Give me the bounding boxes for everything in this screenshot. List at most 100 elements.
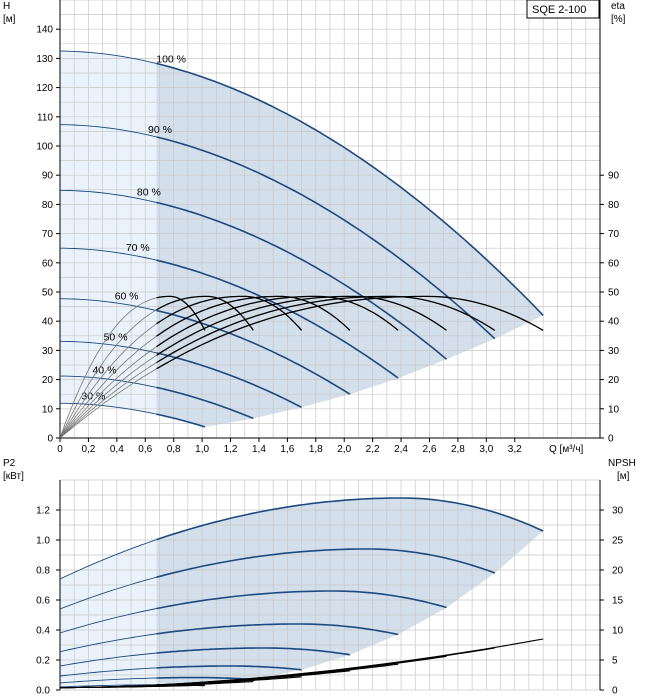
head-tick-label: 40: [42, 317, 54, 328]
head-curve-label: 40 %: [92, 365, 116, 377]
npsh-tick-label: 20: [612, 566, 624, 577]
head-curve-label: 90 %: [148, 124, 172, 136]
flow-tick-label: 2,4: [394, 444, 408, 455]
power-tick-label: 0.6: [36, 596, 50, 607]
head-curve-1-operating: [156, 136, 496, 340]
power-curve-0-operating: [156, 497, 544, 541]
power-curve-3: [60, 633, 157, 653]
power-curve-6: [60, 677, 157, 684]
flow-tick-label: 0,4: [110, 444, 124, 455]
flow-axis-label: Q [м³/ч]: [549, 444, 584, 455]
eta-tick-label: 40: [608, 317, 620, 328]
power-curves: [60, 497, 544, 688]
power-curve-4-operating: [156, 647, 351, 656]
head-curve-2-operating: [156, 201, 448, 360]
eta-curve-1: [60, 309, 157, 438]
flow-tick-label: 1,8: [309, 444, 323, 455]
power-axis-label: P2: [3, 458, 16, 469]
head-tick-label: 80: [42, 200, 54, 211]
eta-curve-3: [60, 335, 157, 438]
eta-tick-label: 80: [608, 200, 620, 211]
head-curve-label: 60 %: [115, 291, 139, 303]
power-curve-1-operating: [156, 548, 496, 578]
eta-curves: [60, 295, 544, 438]
flow-tick-label: 3,0: [479, 444, 493, 455]
head-tick-label: 60: [42, 258, 54, 269]
power-curve-2: [60, 608, 157, 634]
flow-tick-label: 2,6: [423, 444, 437, 455]
flow-tick-label: 2,0: [337, 444, 351, 455]
head-curve-label: 100 %: [156, 53, 186, 65]
power-tick-label: 0.4: [36, 626, 50, 637]
eta-curve-7-operating: [156, 295, 544, 370]
head-curve-1: [60, 124, 157, 138]
head-tick-label: 130: [36, 54, 53, 65]
head-tick-label: 70: [42, 229, 54, 240]
head-axis-label: H: [3, 1, 10, 12]
head-curve-0: [60, 50, 157, 64]
eta-tick-label: 70: [608, 229, 620, 240]
npsh-tick-label: 5: [612, 656, 618, 667]
npsh-curves: [60, 638, 544, 689]
eta-curve-2: [60, 323, 157, 438]
npsh-curve-7: [60, 684, 205, 689]
flow-tick-label: 0,6: [138, 444, 152, 455]
head-curve-label: 80 %: [137, 187, 161, 199]
flow-tick-label: 1,2: [224, 444, 238, 455]
head-tick-label: 110: [37, 112, 53, 123]
head-curve-3: [60, 247, 157, 261]
eta-tick-label: 0: [608, 434, 614, 445]
head-curve-6: [60, 375, 157, 388]
npsh-tick-label: 15: [612, 596, 624, 607]
eta-tick-label: 50: [608, 288, 620, 299]
eta-curve-4: [60, 346, 157, 438]
model-title-box: [526, 0, 600, 19]
flow-tick-label: 2,8: [451, 444, 465, 455]
eta-curve-7: [60, 368, 157, 438]
eta-curve-5-operating: [156, 295, 447, 356]
head-tick-label: 30: [42, 346, 54, 357]
eta-tick-label: 60: [608, 258, 620, 269]
eta-curve-0: [60, 297, 157, 438]
head-curve-4-operating: [156, 309, 351, 395]
flow-tick-label: 0,8: [167, 444, 181, 455]
head-tick-label: 120: [36, 83, 53, 94]
flow-tick-label: 2,2: [366, 444, 380, 455]
head-curve-label: 70 %: [126, 242, 150, 254]
power-axis-unit: [кВт]: [3, 471, 24, 482]
head-tick-label: 100: [36, 142, 53, 153]
head-curve-0-operating: [156, 62, 544, 316]
power-tick-label: 0.0: [36, 686, 50, 697]
head-curve-4: [60, 298, 157, 312]
eta-curve-2-operating: [156, 295, 303, 331]
power-tick-label: 0.8: [36, 566, 50, 577]
head-tick-label: 20: [42, 375, 54, 386]
power-curve-2-operating: [156, 590, 447, 610]
power-tick-label: 1.2: [36, 506, 50, 517]
power-curve-5-operating: [156, 665, 302, 671]
head-fill-main: [156, 63, 544, 427]
npsh-tick-label: 10: [612, 626, 624, 637]
head-curve-7: [60, 402, 157, 415]
head-curve-6-operating: [156, 386, 254, 420]
eta-tick-label: 20: [608, 375, 620, 386]
head-tick-label: 50: [42, 288, 54, 299]
power-curve-4: [60, 652, 157, 667]
npsh-axis-unit: [м]: [617, 471, 630, 482]
eta-curve-4-operating: [156, 295, 399, 348]
flow-tick-label: 3,2: [508, 444, 522, 455]
npsh-tick-label: 0: [612, 686, 618, 697]
flow-tick-label: 0: [57, 444, 63, 455]
eta-curve-5: [60, 354, 157, 438]
power-curve-1: [60, 576, 157, 610]
head-curve-2: [60, 189, 157, 203]
flow-tick-label: 0,2: [81, 444, 95, 455]
flow-tick-label: 1,4: [252, 444, 266, 455]
power-curve-7: [60, 684, 157, 688]
eta-tick-label: 10: [608, 404, 620, 415]
head-curve-5: [60, 340, 157, 354]
head-tick-label: 0: [47, 434, 53, 445]
npsh-axis-label: NPSH: [608, 458, 636, 469]
eta-axis-label: eta: [611, 1, 625, 12]
